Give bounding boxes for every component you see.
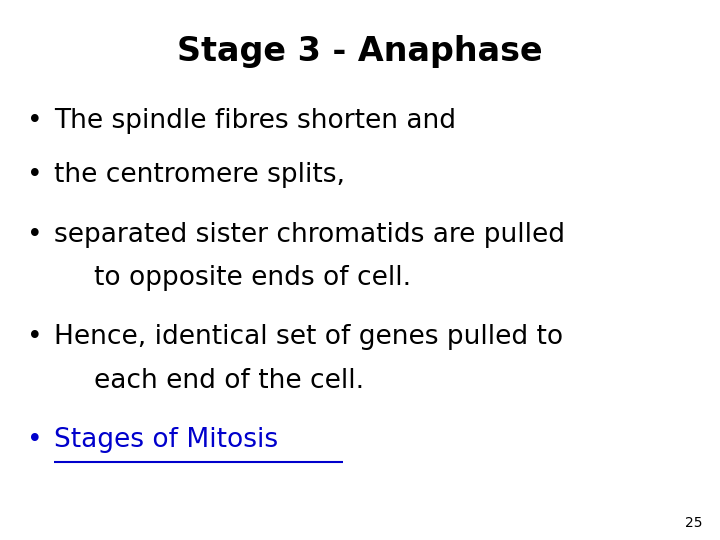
- Text: each end of the cell.: each end of the cell.: [94, 368, 364, 394]
- Text: 25: 25: [685, 516, 702, 530]
- Text: Stages of Mitosis: Stages of Mitosis: [54, 427, 278, 453]
- Text: •: •: [27, 109, 42, 134]
- Text: to opposite ends of cell.: to opposite ends of cell.: [94, 265, 410, 291]
- Text: separated sister chromatids are pulled: separated sister chromatids are pulled: [54, 222, 565, 248]
- Text: •: •: [27, 222, 42, 248]
- Text: •: •: [27, 325, 42, 350]
- Text: •: •: [27, 427, 42, 453]
- Text: the centromere splits,: the centromere splits,: [54, 163, 345, 188]
- Text: Hence, identical set of genes pulled to: Hence, identical set of genes pulled to: [54, 325, 563, 350]
- Text: The spindle fibres shorten and: The spindle fibres shorten and: [54, 109, 456, 134]
- Text: •: •: [27, 163, 42, 188]
- Text: Stage 3 - Anaphase: Stage 3 - Anaphase: [177, 35, 543, 68]
